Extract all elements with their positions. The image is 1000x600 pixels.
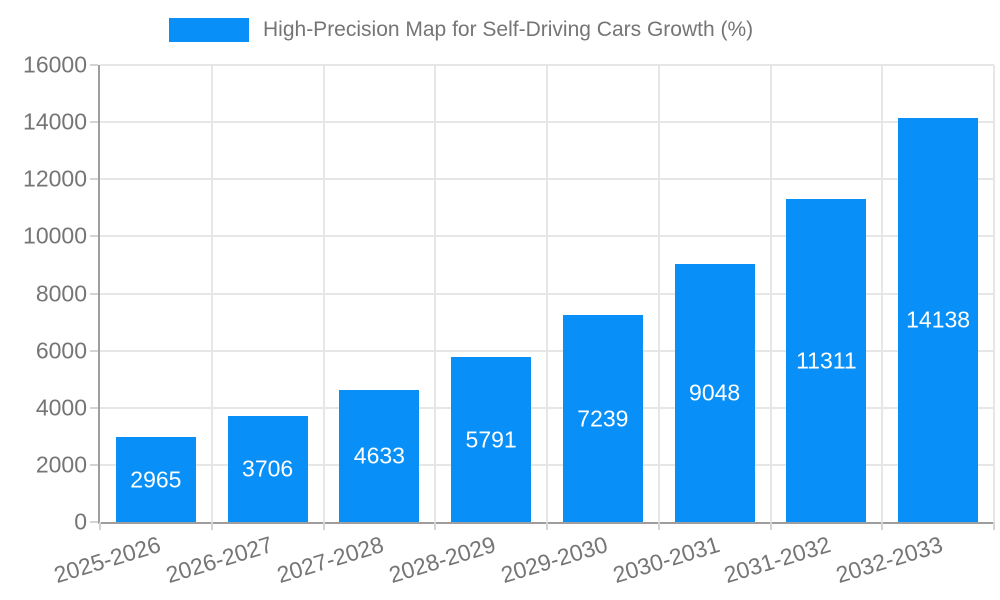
y-tick-label: 14000 [23,108,87,135]
gridline-v [434,65,437,522]
y-axis-tick [90,406,98,409]
gridline-v [546,65,548,522]
gridline-v [993,65,995,522]
bar [451,357,532,522]
gridline-v [210,65,213,522]
bar [786,199,867,522]
y-tick-label: 8000 [35,280,87,306]
gridline-v [657,65,660,522]
y-axis-tick [90,463,98,466]
x-axis-tick [769,522,772,530]
x-axis-tick [881,522,884,530]
gridline-v [881,65,884,522]
y-axis-line [98,65,100,522]
bar-value-label: 4633 [353,442,405,469]
bar [674,264,755,522]
bar [898,118,979,522]
bar [227,416,308,522]
bar [339,390,420,522]
gridline-v [769,65,772,522]
y-axis-tick [90,178,98,181]
y-axis-tick [90,235,98,238]
x-axis-tick [210,522,213,530]
y-tick-label: 10000 [23,222,87,249]
y-tick-label: 12000 [23,165,87,192]
legend: High-Precision Map for Self-Driving Cars… [169,17,753,43]
x-axis-tick [322,522,325,530]
plot-area: 0 2000 4000 6000 8000 10000 12000 14000 16000 296… [23,52,995,588]
y-axis-tick [90,121,98,124]
bar-value-label: 7239 [577,405,629,431]
bar-value-label: 9048 [689,379,741,406]
bar-value-label: 14138 [906,306,971,333]
bar-value-label: 2965 [130,466,182,492]
y-axis-tick [90,292,98,295]
y-axis-tick [90,349,98,352]
y-axis-tick [90,521,98,523]
y-tick-label: 0 [74,508,87,535]
bar [115,437,196,522]
x-axis-tick [546,522,548,530]
y-axis-tick [90,64,98,66]
gridline-v [322,65,325,522]
y-tick-label: 2000 [35,451,87,478]
y-tick-label: 6000 [35,337,87,364]
x-axis-tick [657,522,660,530]
bar [562,315,643,522]
legend-swatch [169,18,249,42]
x-axis-tick [99,522,101,530]
x-axis-tick [434,522,437,530]
x-axis-tick [993,522,995,530]
y-tick-label: 16000 [23,51,87,78]
bar-value-label: 11311 [796,347,857,373]
bar-value-label: 3706 [242,455,294,482]
chart-title: High-Precision Map for Self-Driving Cars… [263,18,754,41]
bar-value-label: 5791 [465,426,517,452]
y-tick-label: 4000 [35,394,87,421]
